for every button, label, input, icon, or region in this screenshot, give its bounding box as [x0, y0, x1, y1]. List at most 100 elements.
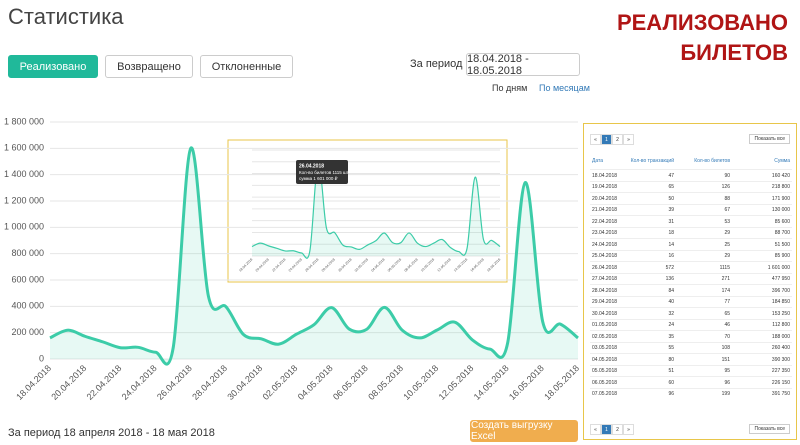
x-tick-label: 10.05.2018: [401, 363, 440, 402]
inset-frame: [227, 139, 508, 283]
pagination: «1 2»: [590, 424, 634, 435]
table-cell: 136: [665, 276, 674, 283]
table-cell: 126: [721, 184, 730, 191]
page-link[interactable]: 1: [601, 134, 612, 145]
table-row: 18.04.2018 47 90 160 420: [590, 169, 792, 182]
table-cell: 51: [668, 368, 674, 375]
y-tick-label: 1 200 000: [4, 195, 44, 205]
table-cell: 85 900: [774, 253, 790, 260]
table-cell: 271: [721, 276, 730, 283]
y-tick-label: 1 600 000: [4, 143, 44, 153]
page-title: Статистика: [8, 4, 124, 29]
area: [252, 161, 500, 259]
table-cell: 07.05.2018: [592, 391, 618, 398]
table-cell: 227 350: [771, 368, 790, 375]
table-cell: 130 000: [771, 207, 790, 214]
mode-link[interactable]: По месяцам: [539, 83, 590, 93]
tab[interactable]: Возвращено: [105, 55, 193, 78]
table-cell: 70: [724, 333, 730, 340]
page-link[interactable]: 1: [601, 424, 612, 435]
table-cell: 18: [668, 230, 674, 237]
table-cell: 04.05.2018: [592, 356, 618, 363]
show-all[interactable]: Показать все: [749, 424, 790, 434]
table-cell: 53: [724, 218, 730, 225]
period-input[interactable]: 18.04.2018 - 18.05.2018: [466, 53, 580, 77]
table-cell: 21.04.2018: [592, 207, 618, 214]
column-header[interactable]: Кол-во билетов: [694, 157, 730, 164]
y-tick-label: 1 000 000: [4, 222, 44, 232]
table-cell: 1115: [719, 264, 730, 271]
table-header: Дата Кол-во транзакций Кол-во билетов Сумма: [590, 155, 792, 167]
table-cell: 96: [724, 379, 730, 386]
export-button[interactable]: Создать выгрузку Excel: [470, 420, 578, 442]
table-cell: 55: [668, 345, 674, 352]
pagination: «1 2»: [590, 134, 634, 145]
table-cell: 29.04.2018: [592, 299, 618, 306]
table-cell: 153 250: [771, 310, 790, 317]
y-tick-label: 200 000: [11, 327, 44, 337]
tab[interactable]: Реализовано: [8, 55, 98, 78]
table-cell: 50: [668, 195, 674, 202]
show-all[interactable]: Показать все: [749, 134, 790, 144]
x-tick-label: 28.04.2018: [190, 363, 229, 402]
table-cell: 51 500: [774, 241, 790, 248]
table-row: 30.04.2018 32 65 153 250: [590, 307, 792, 320]
table-row: 28.04.2018 84 174 396 700: [590, 284, 792, 297]
tab[interactable]: Отклоненные: [200, 55, 293, 78]
table-row: 01.05.2018 24 46 112 800: [590, 318, 792, 332]
table-cell: 01.05.2018: [592, 322, 618, 329]
table-cell: 39: [668, 207, 674, 214]
table-cell: 65: [668, 184, 674, 191]
table-cell: 77: [724, 299, 730, 306]
table-cell: 18.04.2018: [592, 172, 618, 179]
table-row: 29.04.2018 40 77 184 850: [590, 295, 792, 309]
y-tick-label: 1 400 000: [4, 169, 44, 179]
table-cell: 477 950: [771, 276, 790, 283]
line: [49, 146, 579, 366]
mode-link[interactable]: По дням: [492, 83, 528, 93]
table-cell: 199: [721, 391, 730, 398]
table-cell: 160 420: [771, 172, 790, 179]
table-cell: 90: [724, 172, 730, 179]
table-row: 06.05.2018 60 96 226 150: [590, 376, 792, 389]
column-header[interactable]: Дата: [592, 157, 604, 164]
page-link[interactable]: »: [623, 424, 634, 435]
x-tick-label: 04.05.2018: [296, 363, 335, 402]
table-cell: 1 601 000: [767, 264, 790, 271]
table-cell: 14: [668, 241, 674, 248]
page-link[interactable]: «: [590, 424, 601, 435]
table-row: 04.05.2018 80 151 390 300: [590, 353, 792, 366]
column-header[interactable]: Кол-во транзакций: [630, 157, 674, 164]
table-row: 03.05.2018 55 108 260 400: [590, 341, 792, 355]
page-link[interactable]: 2: [612, 424, 623, 435]
table-cell: 112 800: [772, 322, 790, 329]
table-cell: 06.05.2018: [592, 379, 618, 386]
table-cell: 19.04.2018: [592, 184, 618, 191]
table-cell: 108: [721, 345, 730, 352]
table-cell: 88 700: [774, 230, 790, 237]
x-tick-label: 18.05.2018: [542, 363, 581, 402]
x-tick-label: 30.04.2018: [225, 363, 264, 402]
x-tick-label: 12.05.2018: [437, 363, 476, 402]
y-tick-label: 800 000: [11, 248, 44, 258]
table-cell: 23.04.2018: [592, 230, 618, 237]
column-header[interactable]: Сумма: [774, 157, 790, 164]
table-cell: 46: [724, 322, 730, 329]
chart: 0 200 000 400 000 600 000 800 000 1 000 000 1 …: [4, 116, 581, 402]
page-link[interactable]: «: [590, 134, 601, 145]
page-link[interactable]: 2: [612, 134, 623, 145]
table-cell: 31: [668, 218, 674, 225]
y-tick-label: 1 800 000: [4, 116, 44, 126]
table-cell: 24: [668, 322, 674, 329]
table-row: 25.04.2018 16 29 85 900: [590, 249, 792, 263]
table-cell: 25: [724, 241, 730, 248]
table-cell: 390 300: [771, 356, 790, 363]
period-label: За период: [410, 58, 463, 70]
table-cell: 27.04.2018: [592, 276, 618, 283]
table-cell: 24.04.2018: [592, 241, 618, 248]
table-cell: 84: [668, 287, 674, 294]
page-link[interactable]: »: [623, 134, 634, 145]
table-cell: 05.05.2018: [592, 368, 618, 375]
table-cell: 22.04.2018: [592, 218, 618, 225]
